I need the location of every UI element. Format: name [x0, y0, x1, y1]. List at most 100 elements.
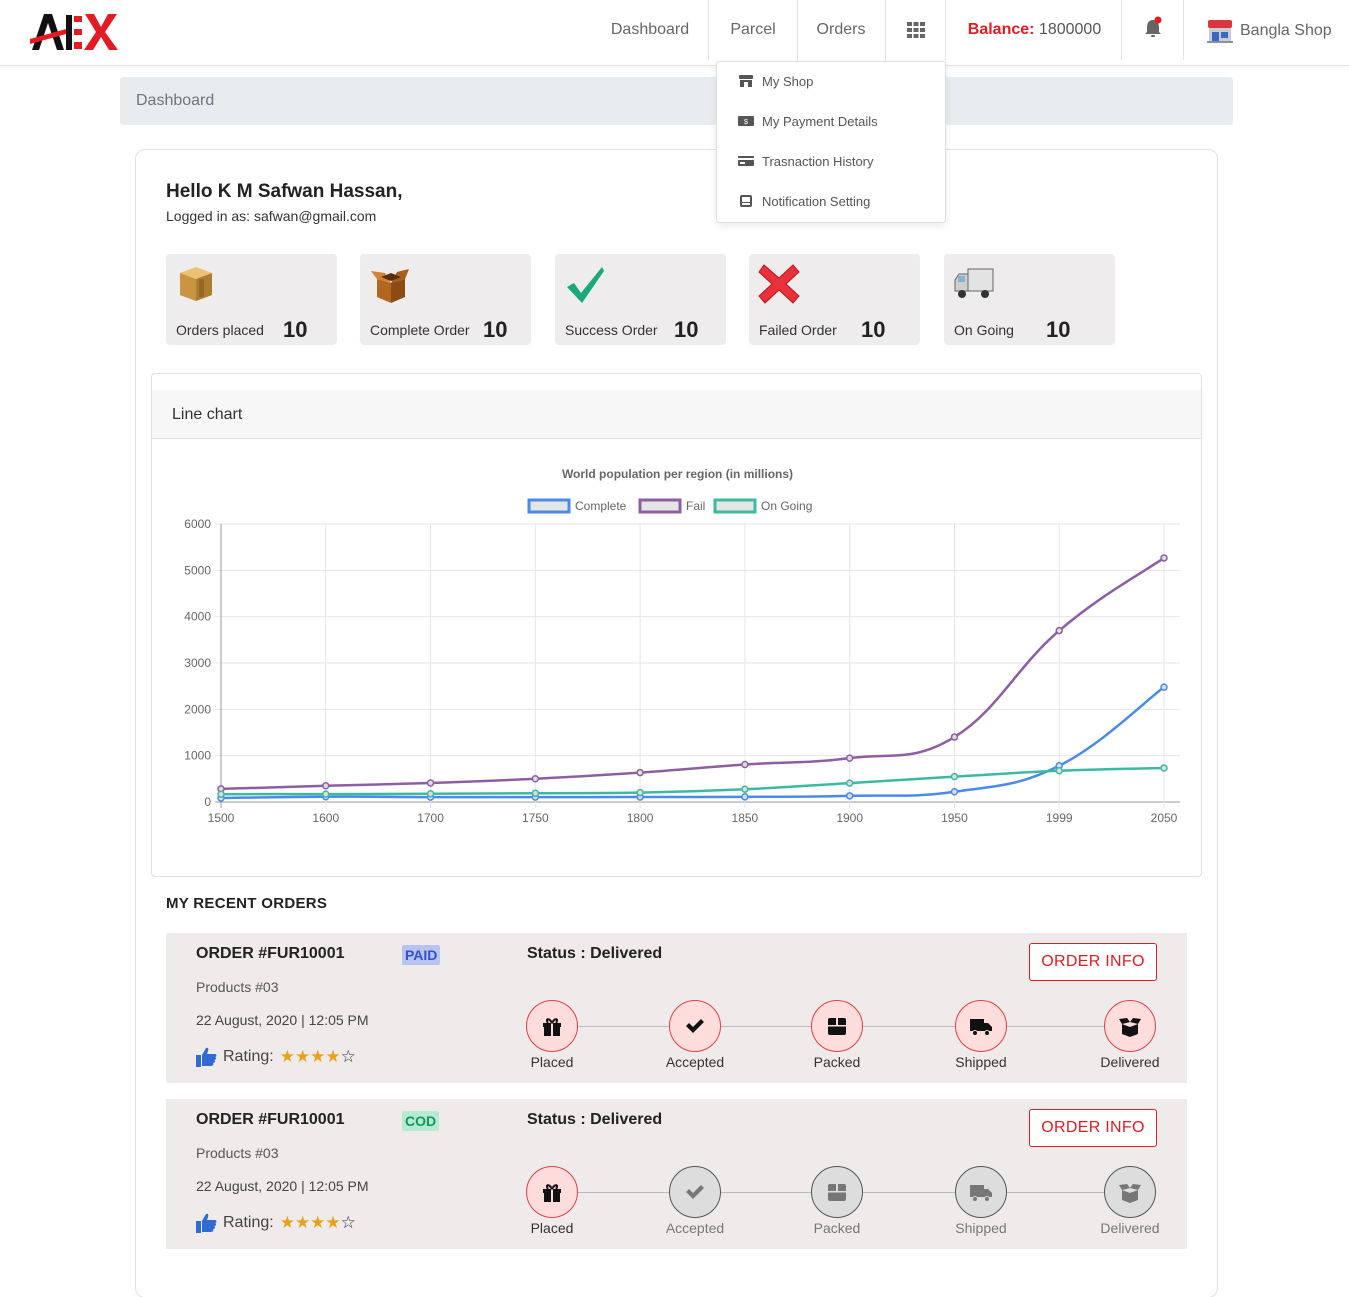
step-placed [526, 1166, 578, 1218]
placed-icon [543, 1018, 561, 1036]
nav-divider [1121, 0, 1122, 60]
step-label: Delivered [1100, 1220, 1160, 1236]
stat-value: 10 [861, 317, 886, 342]
step-shipped [955, 1000, 1007, 1052]
step-accepted [669, 1000, 721, 1052]
legend-swatch [638, 498, 682, 514]
data-point [426, 790, 435, 798]
balance-value: 1800000 [1038, 21, 1102, 38]
stat-card-failed-order[interactable]: Failed Order 10 [749, 254, 920, 345]
shipped-icon [970, 1019, 992, 1036]
abex-logo-icon [30, 14, 118, 50]
order-card: ORDER #FUR10001 PAID Products #03 22 Aug… [166, 933, 1187, 1083]
orders-dropdown-menu: My Shop $ My Payment Details Trasnaction… [716, 61, 946, 223]
step-label: Shipped [955, 1220, 1007, 1236]
x-tick-label: 1750 [522, 811, 549, 825]
order-id: ORDER #FUR10001 [196, 945, 345, 962]
nav-divider [1183, 0, 1184, 60]
placed-icon [543, 1184, 561, 1202]
y-tick-label: 4000 [184, 610, 211, 624]
packed-icon [828, 1184, 846, 1201]
stat-label: Failed Order [759, 322, 837, 338]
order-rating: Rating: ★★★★☆ [196, 1045, 356, 1069]
nav-divider [708, 0, 709, 60]
step-label: Packed [813, 1220, 861, 1236]
series-line [220, 686, 1165, 800]
nav-orders[interactable]: Orders [816, 21, 866, 38]
brand-logo[interactable] [30, 10, 120, 56]
step-label: Accepted [665, 1220, 725, 1236]
stat-label: Orders placed [176, 322, 264, 338]
y-tick-label: 6000 [184, 517, 211, 531]
accepted-icon [686, 1185, 704, 1199]
order-status: Status : Delivered [527, 1111, 663, 1128]
stat-value: 10 [1046, 317, 1071, 342]
order-date: 22 August, 2020 | 12:05 PM [196, 1012, 369, 1028]
grid-menu-icon[interactable] [907, 22, 925, 38]
step-accepted [669, 1166, 721, 1218]
dropdown-item-my-shop[interactable]: My Shop [738, 71, 813, 91]
notification-bell-icon[interactable] [1143, 16, 1163, 40]
stat-value: 10 [283, 317, 308, 342]
data-point [322, 782, 330, 790]
data-point [741, 760, 749, 769]
truck-icon [954, 268, 994, 298]
step-shipped [955, 1166, 1007, 1218]
stat-label: Complete Order [370, 322, 470, 338]
shipped-icon [970, 1185, 992, 1202]
order-info-button[interactable]: ORDER INFO [1029, 1109, 1157, 1147]
thumbs-up-icon [196, 1047, 217, 1067]
nav-parcel[interactable]: Parcel [730, 21, 776, 38]
step-packed [811, 1166, 863, 1218]
data-point [950, 733, 959, 741]
x-tick-label: 1950 [941, 811, 968, 825]
legend-label: On Going [761, 499, 812, 513]
thumbs-up-icon [196, 1213, 217, 1233]
stat-card-complete-order[interactable]: Complete Order 10 [360, 254, 531, 345]
data-point [636, 788, 644, 797]
stat-card-orders-placed[interactable]: Orders placed 10 [166, 254, 337, 345]
data-point [845, 779, 854, 787]
series-line [220, 766, 1165, 796]
data-point [1055, 626, 1063, 635]
order-products: Products #03 [196, 979, 279, 995]
y-tick-label: 2000 [184, 702, 211, 716]
order-info-button[interactable]: ORDER INFO [1029, 943, 1157, 981]
data-point [636, 768, 644, 777]
stat-label: On Going [954, 322, 1014, 338]
series-line [220, 556, 1165, 791]
checkmark-icon [567, 267, 604, 303]
nav-dashboard[interactable]: Dashboard [610, 21, 690, 38]
stat-card-success-order[interactable]: Success Order 10 [555, 254, 726, 345]
legend-label: Fail [686, 499, 705, 513]
dropdown-label: Notification Setting [762, 193, 871, 209]
x-tick-label: 1600 [312, 811, 339, 825]
order-products: Products #03 [196, 1145, 279, 1161]
data-point [531, 789, 540, 797]
x-tick-label: 1999 [1046, 811, 1073, 825]
money-bill-icon: $ [738, 116, 754, 126]
y-tick-label: 1000 [184, 749, 211, 763]
nav-divider [945, 0, 946, 60]
greeting-title: Hello K M Safwan Hassan, [166, 181, 403, 202]
rating-stars: ★★★★☆ [279, 1047, 356, 1066]
dropdown-item-transaction-history[interactable]: Trasnaction History [738, 151, 874, 171]
dropdown-item-payment-details[interactable]: $ My Payment Details [738, 111, 878, 131]
stat-card-on-going[interactable]: On Going 10 [944, 254, 1115, 345]
shop-menu[interactable]: Bangla Shop [1206, 18, 1332, 44]
line-chart: World population per region (in millions… [184, 467, 1180, 825]
data-point [950, 788, 959, 796]
data-point [426, 779, 435, 787]
data-point [741, 785, 749, 793]
legend-swatch [527, 498, 571, 514]
dropdown-item-notification-setting[interactable]: Notification Setting [738, 191, 870, 211]
data-point [1055, 766, 1063, 775]
x-tick-label: 2050 [1151, 811, 1178, 825]
dropdown-label: Trasnaction History [762, 153, 874, 169]
step-label: Shipped [955, 1054, 1007, 1070]
payment-badge: COD [402, 1111, 440, 1131]
y-tick-label: 3000 [184, 656, 211, 670]
step-label: Packed [813, 1054, 861, 1070]
data-point [950, 772, 959, 781]
